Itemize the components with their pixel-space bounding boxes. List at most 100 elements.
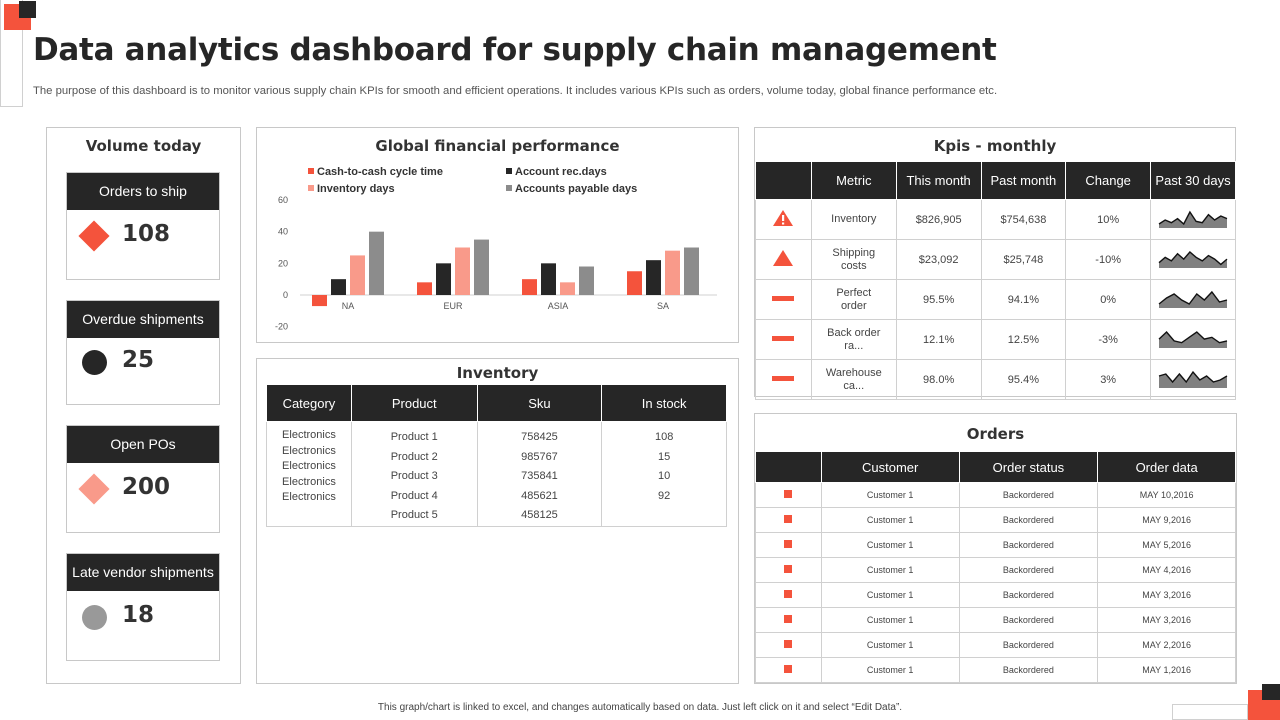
order-status-cell xyxy=(755,507,822,533)
column-header: Product xyxy=(350,384,478,422)
kpi-this: $826,905 xyxy=(895,199,982,240)
table-cell: 10 xyxy=(658,470,671,483)
kpi-row: Back order ra... 12.1% 12.5% -3% xyxy=(755,319,1236,360)
bar xyxy=(312,295,327,307)
kpi-past: 12.5% xyxy=(980,319,1067,360)
kpi-metric: Inventory xyxy=(810,199,897,240)
x-tick-label: SA xyxy=(657,301,669,311)
kpi-change: -10% xyxy=(1065,239,1152,280)
table-cell: MAY 9,2016 xyxy=(1097,507,1236,533)
column-header: Customer xyxy=(820,451,960,483)
corner-square-dark xyxy=(19,1,36,18)
table-cell: 92 xyxy=(658,489,671,502)
table-cell: MAY 2,2016 xyxy=(1097,632,1236,658)
table-cell: Backordered xyxy=(958,632,1099,658)
table-cell: Backordered xyxy=(958,507,1099,533)
table-cell: 458125 xyxy=(521,509,558,522)
sparkline-cell xyxy=(1150,239,1236,280)
footer-note: This graph/chart is linked to excel, and… xyxy=(377,702,903,713)
circle-icon xyxy=(82,350,107,375)
square-icon xyxy=(784,540,793,548)
kpi-status-cell xyxy=(755,319,812,360)
table-cell: 758425 xyxy=(521,431,558,443)
kpi-change: 0% xyxy=(1065,279,1152,320)
y-tick-label: 20 xyxy=(278,258,288,268)
kpis-header-row: Metric This month Past month Change Past 30 … xyxy=(755,161,1236,200)
volume-card: Orders to ship xyxy=(66,172,220,280)
kpi-metric: Perfect order xyxy=(810,279,897,320)
kpi-metric: Warehouse ca... xyxy=(810,359,897,400)
table-cell: Product 2 xyxy=(390,450,438,463)
kpis-table: Metric This month Past month Change Past 30 … xyxy=(755,161,1236,400)
table-cell: Backordered xyxy=(958,482,1099,508)
table-cell: MAY 4,2016 xyxy=(1097,557,1236,583)
dash-icon xyxy=(772,296,795,301)
y-tick-label: 60 xyxy=(278,195,288,205)
volume-card-label: Late vendor shipments xyxy=(67,554,219,591)
corner-decoration xyxy=(0,0,23,107)
inventory-title: Inventory xyxy=(456,364,539,382)
column-header: Past 30 days xyxy=(1150,161,1236,200)
table-cell: 985767 xyxy=(521,450,558,463)
bar xyxy=(627,271,642,295)
column-header xyxy=(755,161,812,200)
bar xyxy=(474,239,489,295)
table-cell: Customer 1 xyxy=(820,482,960,508)
bar xyxy=(665,250,680,295)
kpi-metric: Shipping costs xyxy=(810,239,897,280)
kpi-past: $754,638 xyxy=(980,199,1067,240)
bar xyxy=(436,263,451,295)
table-cell: Customer 1 xyxy=(820,532,960,558)
order-row: Customer 1 Backordered MAY 10,2016 xyxy=(755,482,1236,508)
x-tick-label: EUR xyxy=(443,301,463,311)
column-header: Category xyxy=(266,384,352,422)
bar xyxy=(350,255,365,295)
kpi-past: 95.4% xyxy=(980,359,1067,400)
page-title: Data analytics dashboard for supply chai… xyxy=(33,32,997,68)
table-cell: MAY 3,2016 xyxy=(1097,607,1236,633)
bar xyxy=(331,279,346,295)
global-financial-panel: Global financial performance xyxy=(256,127,739,343)
order-status-cell xyxy=(755,607,822,633)
table-cell: Customer 1 xyxy=(820,507,960,533)
column-header: This month xyxy=(895,161,982,200)
legend-swatch xyxy=(506,185,512,191)
volume-card-label: Open POs xyxy=(67,426,219,463)
kpi-change: -3% xyxy=(1065,319,1152,360)
volume-card: Overdue shipments xyxy=(66,300,220,405)
y-tick-label: -20 xyxy=(275,322,288,332)
table-cell: Product 4 xyxy=(390,489,438,502)
dash-icon xyxy=(772,376,795,381)
table-cell: Backordered xyxy=(958,532,1099,558)
square-icon xyxy=(784,615,793,623)
kpi-status-cell xyxy=(755,199,812,240)
volume-card: Open POs xyxy=(66,425,220,533)
square-icon xyxy=(784,515,793,523)
legend-label: Inventory days xyxy=(317,183,395,195)
order-status-cell xyxy=(755,632,822,658)
volume-today-title: Volume today xyxy=(85,137,202,155)
legend-label: Cash-to-cash cycle time xyxy=(317,166,443,178)
orders-title: Orders xyxy=(966,425,1025,443)
legend-swatch xyxy=(308,168,314,174)
table-cell: 735841 xyxy=(521,470,558,483)
inventory-column: Product 1 Product 2 Product 3 Product 4 Prod… xyxy=(350,421,478,527)
inventory-body: Electronics Electronics Electronics Electro… xyxy=(266,421,727,527)
table-cell: Backordered xyxy=(958,607,1099,633)
column-header: Past month xyxy=(980,161,1067,200)
inventory-column: 758425 985767 735841 485621 458125 xyxy=(476,421,603,527)
order-status-cell xyxy=(755,582,822,608)
order-row: Customer 1 Backordered MAY 3,2016 xyxy=(755,607,1236,633)
table-cell: Customer 1 xyxy=(820,607,960,633)
legend-label: Account rec.days xyxy=(515,166,607,178)
inventory-header-row: Category Product Sku In stock xyxy=(266,384,727,422)
table-cell: Backordered xyxy=(958,657,1099,683)
table-cell: Customer 1 xyxy=(820,557,960,583)
kpi-this: $23,092 xyxy=(895,239,982,280)
table-cell: Electronics xyxy=(282,475,336,488)
sparkline-cell xyxy=(1150,359,1236,400)
kpi-change: 3% xyxy=(1065,359,1152,400)
sparkline xyxy=(1158,330,1228,348)
table-cell: Product 3 xyxy=(390,470,438,483)
table-cell: Electronics xyxy=(282,444,336,457)
